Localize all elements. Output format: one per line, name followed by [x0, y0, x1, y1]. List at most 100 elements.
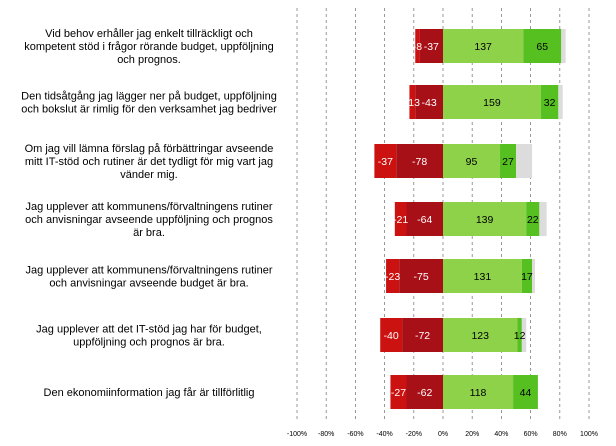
bar-positive	[443, 259, 522, 293]
bar-strongly-negative	[390, 375, 407, 409]
bar-neutral	[539, 202, 547, 236]
category-label-line: Den ekonomiinformation jag får är tillfö…	[44, 387, 255, 399]
x-tick-label: -80%	[318, 431, 334, 438]
bar-neutral	[561, 29, 566, 63]
bar-positive	[443, 202, 527, 236]
category-label: Jag upplever att kommunens/förvaltningen…	[25, 265, 272, 290]
category-label-line: uppföljning och prognos är bra.	[73, 337, 225, 349]
bar-positive	[443, 144, 500, 178]
data-label-negative: -78	[412, 156, 427, 168]
bar-strongly-positive	[499, 144, 516, 178]
category-labels: Vid behov erhåller jag enkelt tillräckli…	[21, 28, 277, 399]
bar-strongly-negative	[394, 202, 407, 236]
category-label: Vid behov erhåller jag enkelt tillräckli…	[24, 28, 274, 66]
bar-strongly-negative	[380, 318, 403, 352]
bar-negative	[415, 85, 443, 119]
bar-row: -40 -72 123 12	[380, 318, 527, 352]
bar-strongly-positive	[523, 29, 562, 63]
data-label-negative: -62	[417, 387, 432, 399]
bar-negative	[396, 144, 443, 178]
data-label-strongly-negative: -13	[405, 97, 420, 109]
x-axis-tick-labels: -100% -80% -60% -40% -20% 0% 20% 40% 60% 80% 100%	[287, 431, 598, 438]
data-label-positive: 131	[474, 271, 492, 283]
bar-row: -8 -37 137 65	[413, 29, 566, 63]
bar-positive	[443, 85, 541, 119]
data-label-positive: 159	[483, 97, 501, 109]
bar-negative	[402, 318, 443, 352]
category-label-line: Om jag vill lämna förslag på förbättring…	[25, 143, 274, 155]
bar-neutral	[521, 318, 527, 352]
data-label-strongly-positive: 12	[514, 330, 526, 342]
x-tick-label: 100%	[580, 431, 598, 438]
data-label-strongly-negative: -40	[384, 330, 399, 342]
category-label: Den ekonomiinformation jag får är tillfö…	[44, 387, 255, 399]
bar-row: -23 -75 131 17	[385, 259, 535, 293]
bar-row: -27 -62 118 44	[390, 375, 538, 409]
bar-positive	[443, 29, 524, 63]
category-label-line: mitt IT-stöd och rutiner är det tydligt …	[25, 156, 273, 168]
x-tick-label: -40%	[376, 431, 392, 438]
bar-positive	[443, 375, 514, 409]
bar-strongly-positive	[540, 85, 559, 119]
data-label-positive: 123	[471, 330, 489, 342]
data-label-strongly-positive: 27	[502, 156, 514, 168]
category-label-line: och anvisningar avseende uppföljning och…	[25, 214, 273, 226]
data-label-strongly-positive: 32	[544, 97, 556, 109]
category-label: Jag upplever att kommunens/förvaltningen…	[25, 201, 273, 239]
data-label-strongly-positive: 17	[521, 271, 533, 283]
data-label-positive: 118	[470, 387, 487, 399]
data-label-positive: 95	[466, 156, 478, 168]
category-label-line: och prognos.	[117, 54, 181, 66]
data-label-strongly-negative: -27	[391, 387, 406, 399]
bar-row: -21 -64 139 22	[393, 202, 547, 236]
category-label-line: är bra.	[133, 227, 165, 239]
bar-negative	[406, 375, 443, 409]
category-label-line: och bokslut är rimlig för den verksamhet…	[21, 104, 277, 116]
x-tick-label: 40%	[494, 431, 508, 438]
data-label-strongly-negative: -37	[378, 156, 393, 168]
bar-negative	[419, 29, 443, 63]
data-label-strongly-negative: -8	[413, 41, 422, 53]
category-label-line: Jag upplever att det IT-stöd jag har för…	[36, 324, 262, 336]
bar-strongly-negative	[409, 85, 416, 119]
data-label-positive: 137	[474, 41, 492, 53]
category-label-line: Den tidsåtgång jag lägger ner på budget,…	[21, 91, 277, 103]
bar-row: -13 -43 159 32	[405, 85, 563, 119]
bar-strongly-negative	[415, 29, 420, 63]
data-label-strongly-positive: 22	[527, 214, 539, 226]
x-tick-label: -60%	[347, 431, 363, 438]
bar-neutral	[516, 144, 533, 178]
bar-neutral	[532, 259, 535, 293]
bar-strongly-negative	[374, 144, 397, 178]
category-label-line: kompetent stöd i frågor rörande budget, …	[24, 41, 274, 53]
data-label-positive: 139	[476, 214, 494, 226]
bar-strongly-positive	[517, 318, 522, 352]
data-label-negative: -72	[415, 330, 430, 342]
x-tick-label: -20%	[406, 431, 422, 438]
x-tick-label: 0%	[438, 431, 448, 438]
category-label: Jag upplever att det IT-stöd jag har för…	[36, 324, 262, 349]
category-label-line: Jag upplever att kommunens/förvaltningen…	[25, 201, 272, 213]
category-label: Den tidsåtgång jag lägger ner på budget,…	[21, 91, 277, 116]
data-label-negative: -37	[424, 41, 439, 53]
data-label-strongly-positive: 44	[520, 387, 532, 399]
bar-negative	[406, 202, 443, 236]
category-label: Om jag vill lämna förslag på förbättring…	[25, 143, 274, 181]
x-tick-label: 80%	[553, 431, 567, 438]
bar-series: -8 -37 137 65-13 -43 159 32-37 -78 95 27-21 -64 139…	[374, 29, 566, 409]
data-label-strongly-positive: 65	[536, 41, 548, 53]
data-label-negative: -75	[414, 271, 429, 283]
category-label-line: och anvisningar avseende budget är bra.	[49, 278, 248, 290]
bar-strongly-negative	[386, 259, 400, 293]
category-label-line: vänder mig.	[120, 169, 177, 181]
bar-strongly-positive	[526, 202, 540, 236]
category-label-line: Jag upplever att kommunens/förvaltningen…	[25, 265, 272, 277]
bar-neutral	[558, 85, 563, 119]
bar-positive	[443, 318, 518, 352]
data-label-strongly-negative: -23	[385, 271, 400, 283]
bar-strongly-positive	[521, 259, 533, 293]
x-tick-label: -100%	[287, 431, 307, 438]
x-tick-label: 20%	[465, 431, 479, 438]
bar-row: -37 -78 95 27	[374, 144, 533, 178]
